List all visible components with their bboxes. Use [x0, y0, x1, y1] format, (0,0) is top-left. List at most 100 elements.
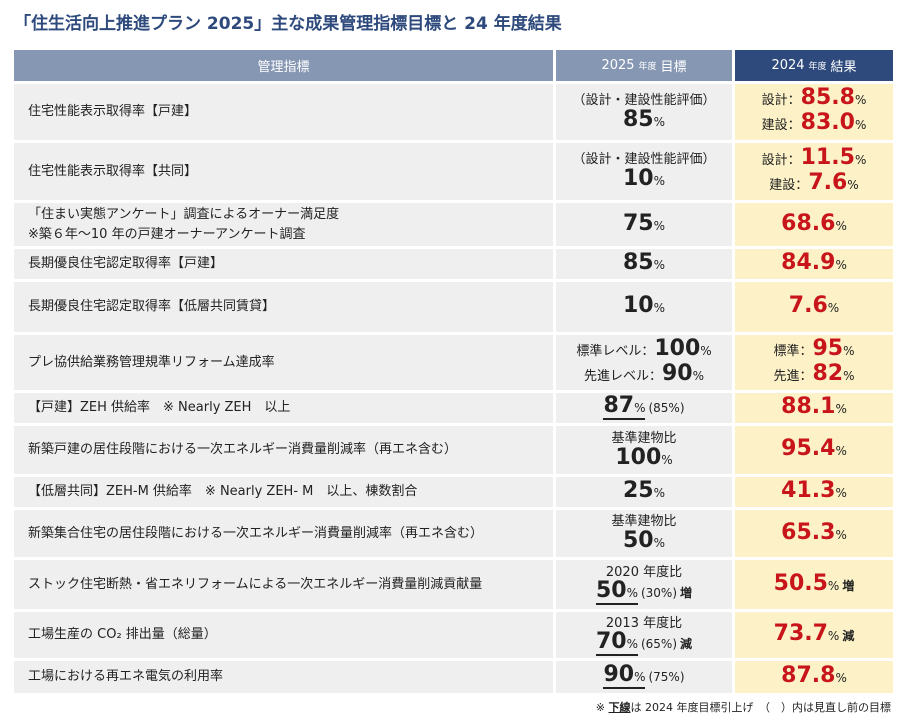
indicator-text: ストック住宅断熱・省エネリフォームによる一次エネルギー消費量削減貢献量	[28, 576, 483, 592]
indicator-text: 住宅性能表示取得率【戸建】	[28, 104, 198, 119]
value: 82	[812, 360, 844, 386]
value: 90	[661, 360, 693, 386]
indicator-text: 「住まい実態アンケート」調査によるオーナー満足度	[28, 206, 340, 222]
value: 88.1	[781, 394, 836, 419]
unit: %	[835, 671, 847, 685]
unit: %	[835, 218, 847, 233]
unit: %	[827, 629, 840, 643]
footnote-mark: ※	[595, 701, 605, 714]
indicator-text: 長期優良住宅認定取得率【低層共同賃貸】	[28, 299, 276, 314]
suffix: 減	[680, 636, 693, 651]
unit: %	[626, 636, 638, 651]
cell-line: 90% (75%)	[603, 662, 685, 689]
cell-line: 建設： 7.6%	[769, 171, 858, 197]
indicator-cell: 【低層共同】ZEH-M 供給率 ※ Nearly ZEH- M 以上、棟数割合	[14, 477, 553, 507]
value: 10	[622, 293, 654, 318]
indicator-cell: 新築集合住宅の居住段階における一次エネルギー消費量削減率（再エネ含む）	[14, 510, 553, 557]
label: 先進：	[773, 368, 813, 384]
unit: %	[661, 452, 673, 467]
suffix: 増	[842, 578, 855, 593]
unit: %	[827, 301, 840, 315]
indicator-text: 工場生産の CO₂ 排出量（総量）	[28, 627, 217, 642]
cell-line: 10%	[623, 295, 665, 319]
indicator-text: 住宅性能表示取得率【共同】	[28, 163, 198, 179]
result-cell: 50.5% 増	[735, 560, 893, 609]
value: 10	[622, 166, 654, 191]
underlined-value: 50%	[595, 578, 638, 605]
unit: %	[854, 93, 867, 107]
note: （設計・建設性能評価）	[572, 152, 716, 167]
cell-line: 41.3%	[781, 480, 847, 504]
indicator-text: 長期優良住宅認定取得率【戸建】	[28, 256, 224, 271]
indicator-cell: 新築戸建の居住段階における一次エネルギー消費量削減率（再エネ含む）	[14, 426, 553, 474]
indicator-text: 【戸建】ZEH 供給率 ※ Nearly ZEH 以上	[28, 400, 291, 415]
target-cell: 87% (85%)	[556, 393, 732, 423]
suffix: 減	[842, 629, 855, 643]
target-cell: 25%	[556, 477, 732, 507]
target-cell: 基準建物比 100%	[556, 426, 732, 474]
cell-line: 建設： 83.0%	[762, 112, 867, 137]
cell-line: 87.8%	[781, 665, 847, 689]
header-year: 2024	[771, 58, 805, 73]
cell-line: 先進レベル： 90%	[583, 360, 705, 388]
label: 先進レベル：	[583, 368, 662, 384]
unit: %	[843, 368, 855, 383]
value: 95.4	[781, 436, 836, 461]
indicator-cell: 長期優良住宅認定取得率【戸建】	[14, 249, 553, 279]
cell-line: 73.7% 減	[774, 623, 855, 647]
result-cell: 標準： 95% 先進： 82%	[735, 335, 893, 390]
target-cell: 75%	[556, 203, 732, 246]
note: 基準建物比	[611, 514, 677, 529]
unit: %	[653, 114, 666, 129]
target-cell: 90% (75%)	[556, 661, 732, 693]
result-cell: 68.6%	[735, 203, 893, 246]
value: 65.3	[781, 519, 836, 545]
cell-line: 95.4%	[781, 438, 847, 462]
cell-line: 85%	[623, 252, 665, 276]
label: 標準レベル：	[576, 343, 655, 359]
cell-line: 設計： 85.8%	[762, 87, 867, 112]
value: 85	[622, 250, 654, 275]
cell-line: （設計・建設性能評価）	[572, 151, 715, 168]
value: 100	[615, 444, 662, 470]
value: 90	[603, 662, 635, 687]
suffix: 増	[680, 586, 693, 600]
label: 設計：	[761, 152, 801, 168]
target-cell: 2013 年度比 70% (65%) 減	[556, 612, 732, 658]
indicator-text: 新築戸建の居住段階における一次エネルギー消費量削減率（再エネ含む）	[28, 442, 458, 457]
value: 68.6	[781, 210, 836, 236]
target-cell: 基準建物比 50%	[556, 510, 732, 557]
cell-line: 2020 年度比	[606, 564, 682, 581]
indicator-cell: ストック住宅断熱・省エネリフォームによる一次エネルギー消費量削減貢献量	[14, 560, 553, 609]
value: 83.0	[800, 110, 855, 135]
unit: %	[835, 402, 847, 416]
unit: %	[653, 258, 666, 272]
cell-line: 85%	[623, 108, 666, 133]
unit: %	[692, 368, 705, 383]
cell-line: 84.9%	[781, 252, 847, 276]
unit: %	[634, 670, 646, 684]
target-cell: （設計・建設性能評価） 85%	[556, 84, 732, 140]
cell-line: 50.5% 増	[774, 572, 855, 597]
result-cell: 41.3%	[735, 477, 893, 507]
cell-line: 設計： 11.5%	[761, 144, 867, 172]
cell-line: 50% (30%) 増	[595, 578, 693, 605]
value: 87	[603, 393, 635, 418]
label: 設計：	[761, 93, 801, 108]
value: 85.8	[800, 85, 855, 110]
value: 7.6	[788, 293, 828, 318]
value: 50	[595, 578, 627, 603]
note: 2013 年度比	[605, 615, 683, 631]
indicator-text: 新築集合住宅の居住段階における一次エネルギー消費量削減率（再エネ含む）	[28, 525, 484, 541]
value: 11.5	[800, 144, 855, 170]
cell-line: 7.6%	[789, 295, 839, 319]
header-label: 目標	[660, 60, 687, 75]
unit: %	[653, 301, 666, 315]
cell-line: 88.1%	[781, 396, 847, 420]
value: 70	[595, 628, 627, 654]
cell-line: 2013 年度比	[606, 615, 682, 632]
cell-line: （設計・建設性能評価）	[572, 92, 715, 109]
indicator-text: プレ協供給業務管理規準リフォーム達成率	[28, 354, 275, 370]
cell-line: 標準： 95%	[773, 337, 854, 363]
value: 50	[622, 528, 654, 553]
